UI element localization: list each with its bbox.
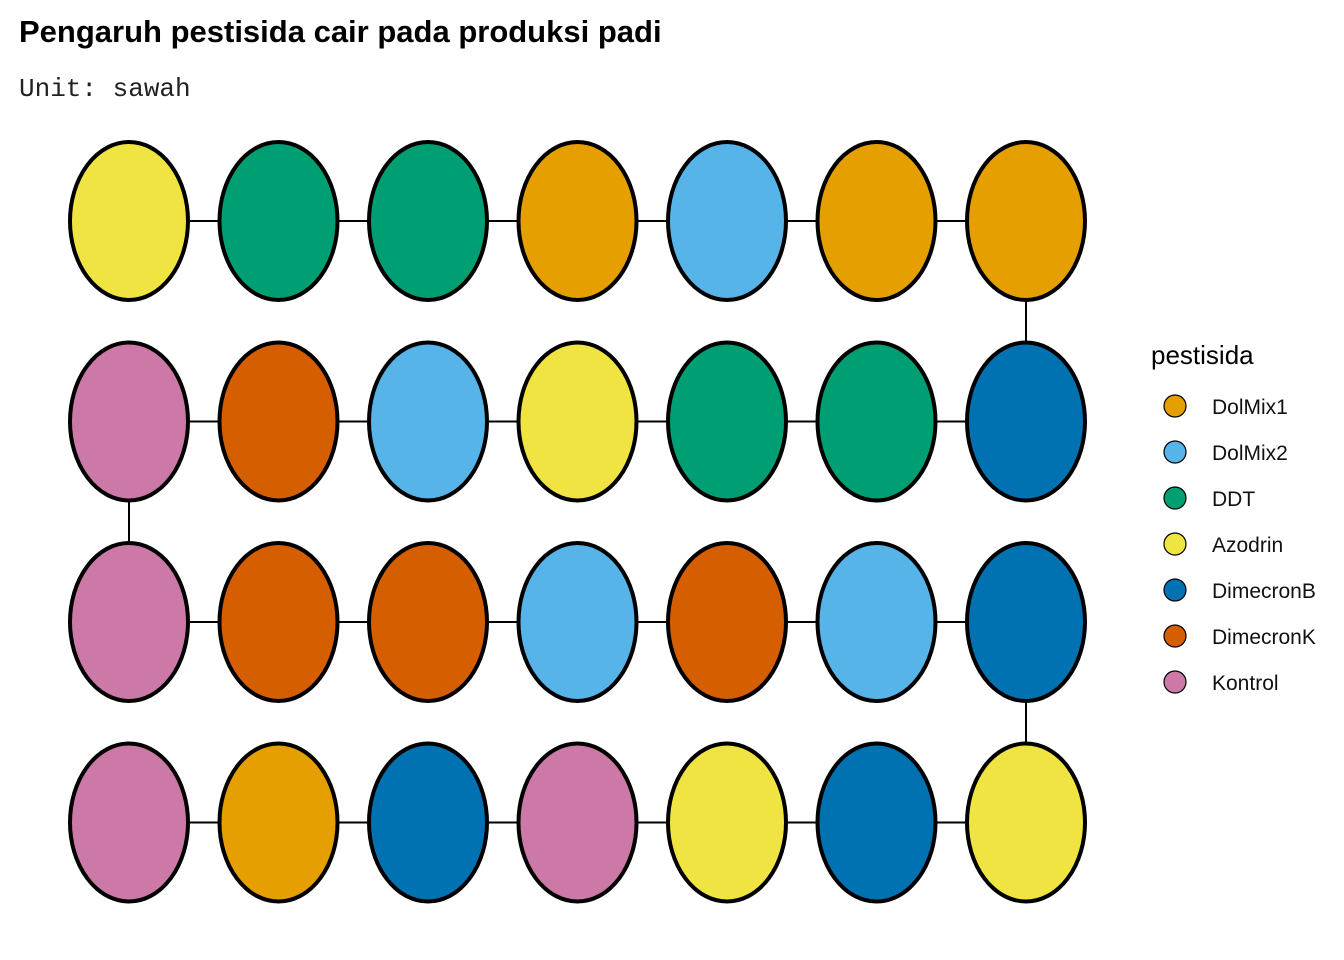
plot-kontrol [68,741,190,904]
chart-title: Pengaruh pestisida cair pada produksi pa… [19,14,662,49]
plot-ddt [367,140,489,302]
plot-azodrin [68,140,190,302]
plot-connectors [128,220,1027,824]
plot-dimecronb [367,741,489,904]
plot-kontrol [68,541,190,703]
legend-title: pestisida [1151,340,1254,370]
plot-dimecronk [666,541,788,703]
plot-ddt [217,140,340,302]
plot-dolmix2 [367,340,489,503]
plot-dimecronk [367,541,489,703]
plot-ddt [666,340,788,503]
plot-dolmix2 [516,541,639,703]
plot-dolmix2 [815,541,938,703]
plot-dimecronb [965,541,1087,703]
plot-dimecronk [217,340,340,503]
plot-dolmix1 [516,140,639,302]
legend-key-ddt [1163,486,1187,510]
legend-key-dolmix2 [1163,440,1187,464]
legend-key-dimecronb [1163,578,1187,602]
plot-dolmix1 [815,140,938,302]
plot-dolmix1 [965,140,1087,302]
plot-kontrol [68,340,190,503]
legend-key-dimecronk [1163,624,1187,648]
plot-azodrin [666,741,788,904]
plot-dimecronk [217,541,340,703]
legend-label-dolmix2: DolMix2 [1212,442,1288,465]
chart-subtitle: Unit: sawah [19,74,191,104]
legend-label-dimecronk: DimecronK [1212,626,1316,649]
legend-label-azodrin: Azodrin [1212,534,1283,557]
legend-label-dimecronb: DimecronB [1212,580,1316,603]
plot-ddt [815,340,938,503]
field-plots [68,140,1087,904]
legend-key-dolmix1 [1163,394,1187,418]
legend-key-azodrin [1163,532,1187,556]
legend-label-ddt: DDT [1212,488,1255,511]
legend: pestisida DolMix1 DolMix2 DDT Azodrin Dimecr… [1151,340,1316,695]
plot-dimecronb [965,340,1087,503]
plot-dolmix2 [666,140,788,302]
plot-dimecronb [815,741,938,904]
legend-label-kontrol: Kontrol [1212,672,1279,695]
plot-dolmix1 [217,741,340,904]
plot-azodrin [516,340,639,503]
plot-azodrin [965,741,1087,904]
legend-label-dolmix1: DolMix1 [1212,396,1288,419]
legend-key-kontrol [1163,670,1187,694]
plot-kontrol [516,741,639,904]
